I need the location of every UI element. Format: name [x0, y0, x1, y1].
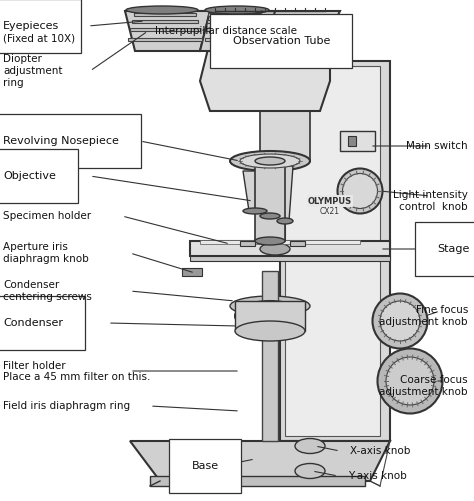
FancyBboxPatch shape	[240, 241, 255, 246]
FancyBboxPatch shape	[235, 301, 305, 331]
FancyBboxPatch shape	[206, 28, 265, 31]
Ellipse shape	[255, 237, 285, 245]
Ellipse shape	[337, 168, 383, 213]
Ellipse shape	[240, 154, 300, 168]
Ellipse shape	[380, 301, 420, 341]
Ellipse shape	[230, 151, 310, 171]
Text: Observation Tube: Observation Tube	[233, 36, 330, 46]
Polygon shape	[200, 11, 340, 41]
Polygon shape	[125, 11, 210, 51]
Text: OLYMPUS: OLYMPUS	[308, 196, 352, 205]
Polygon shape	[243, 171, 267, 211]
Polygon shape	[277, 166, 293, 221]
FancyBboxPatch shape	[255, 161, 285, 241]
Text: Stage: Stage	[438, 244, 470, 254]
Text: Condenser
centering screws: Condenser centering screws	[3, 280, 92, 302]
FancyBboxPatch shape	[262, 271, 278, 441]
Text: Eyepieces: Eyepieces	[3, 21, 59, 31]
Text: CX21: CX21	[320, 206, 340, 215]
Text: Interpupillar distance scale: Interpupillar distance scale	[155, 26, 297, 36]
FancyBboxPatch shape	[285, 66, 380, 436]
Ellipse shape	[235, 321, 305, 341]
Text: Y-axis knob: Y-axis knob	[348, 471, 407, 481]
Polygon shape	[200, 11, 275, 51]
Ellipse shape	[373, 294, 428, 349]
FancyBboxPatch shape	[348, 136, 356, 146]
FancyBboxPatch shape	[132, 20, 198, 23]
Polygon shape	[190, 256, 390, 261]
Ellipse shape	[230, 296, 310, 316]
FancyBboxPatch shape	[205, 38, 267, 41]
Ellipse shape	[377, 349, 443, 413]
Ellipse shape	[126, 6, 198, 14]
Polygon shape	[190, 241, 390, 256]
Text: Place a 45 mm filter on this.: Place a 45 mm filter on this.	[3, 372, 150, 382]
Ellipse shape	[235, 301, 305, 331]
FancyBboxPatch shape	[200, 240, 360, 244]
FancyBboxPatch shape	[134, 13, 196, 16]
Polygon shape	[260, 166, 280, 216]
Ellipse shape	[260, 213, 280, 219]
FancyBboxPatch shape	[130, 28, 200, 31]
Text: Fine focus
adjustment knob: Fine focus adjustment knob	[380, 305, 468, 327]
Text: Base: Base	[191, 461, 219, 471]
FancyBboxPatch shape	[290, 241, 305, 246]
Text: Light intensity
control  knob: Light intensity control knob	[393, 190, 468, 212]
Text: Filter holder: Filter holder	[3, 361, 65, 371]
Text: Main switch: Main switch	[406, 141, 468, 151]
FancyBboxPatch shape	[208, 13, 261, 16]
Polygon shape	[200, 41, 330, 111]
Text: Condenser: Condenser	[3, 318, 63, 328]
Text: (Fixed at 10X): (Fixed at 10X)	[3, 33, 75, 43]
Text: Aperture iris
diaphragm knob: Aperture iris diaphragm knob	[3, 242, 89, 264]
Ellipse shape	[277, 218, 293, 224]
FancyBboxPatch shape	[340, 131, 375, 151]
Text: Specimen holder: Specimen holder	[3, 211, 91, 221]
FancyBboxPatch shape	[150, 476, 365, 486]
Text: Diopter
adjustment
ring: Diopter adjustment ring	[3, 55, 63, 88]
Ellipse shape	[295, 463, 325, 478]
FancyBboxPatch shape	[280, 61, 390, 441]
Ellipse shape	[255, 157, 285, 165]
Polygon shape	[130, 441, 390, 481]
FancyBboxPatch shape	[207, 20, 263, 23]
Text: X-axis knob: X-axis knob	[350, 446, 410, 456]
FancyBboxPatch shape	[182, 268, 202, 276]
Text: Objective: Objective	[3, 171, 56, 181]
Ellipse shape	[205, 6, 269, 14]
Ellipse shape	[260, 243, 290, 255]
Ellipse shape	[343, 173, 377, 208]
Ellipse shape	[243, 208, 267, 214]
Text: Coarse focus
adjustment knob: Coarse focus adjustment knob	[380, 375, 468, 397]
Text: Revolving Nosepiece: Revolving Nosepiece	[3, 136, 119, 146]
Ellipse shape	[386, 357, 434, 405]
FancyBboxPatch shape	[128, 38, 202, 41]
Ellipse shape	[295, 438, 325, 453]
Text: Field iris diaphragm ring: Field iris diaphragm ring	[3, 401, 130, 411]
Polygon shape	[260, 71, 310, 161]
